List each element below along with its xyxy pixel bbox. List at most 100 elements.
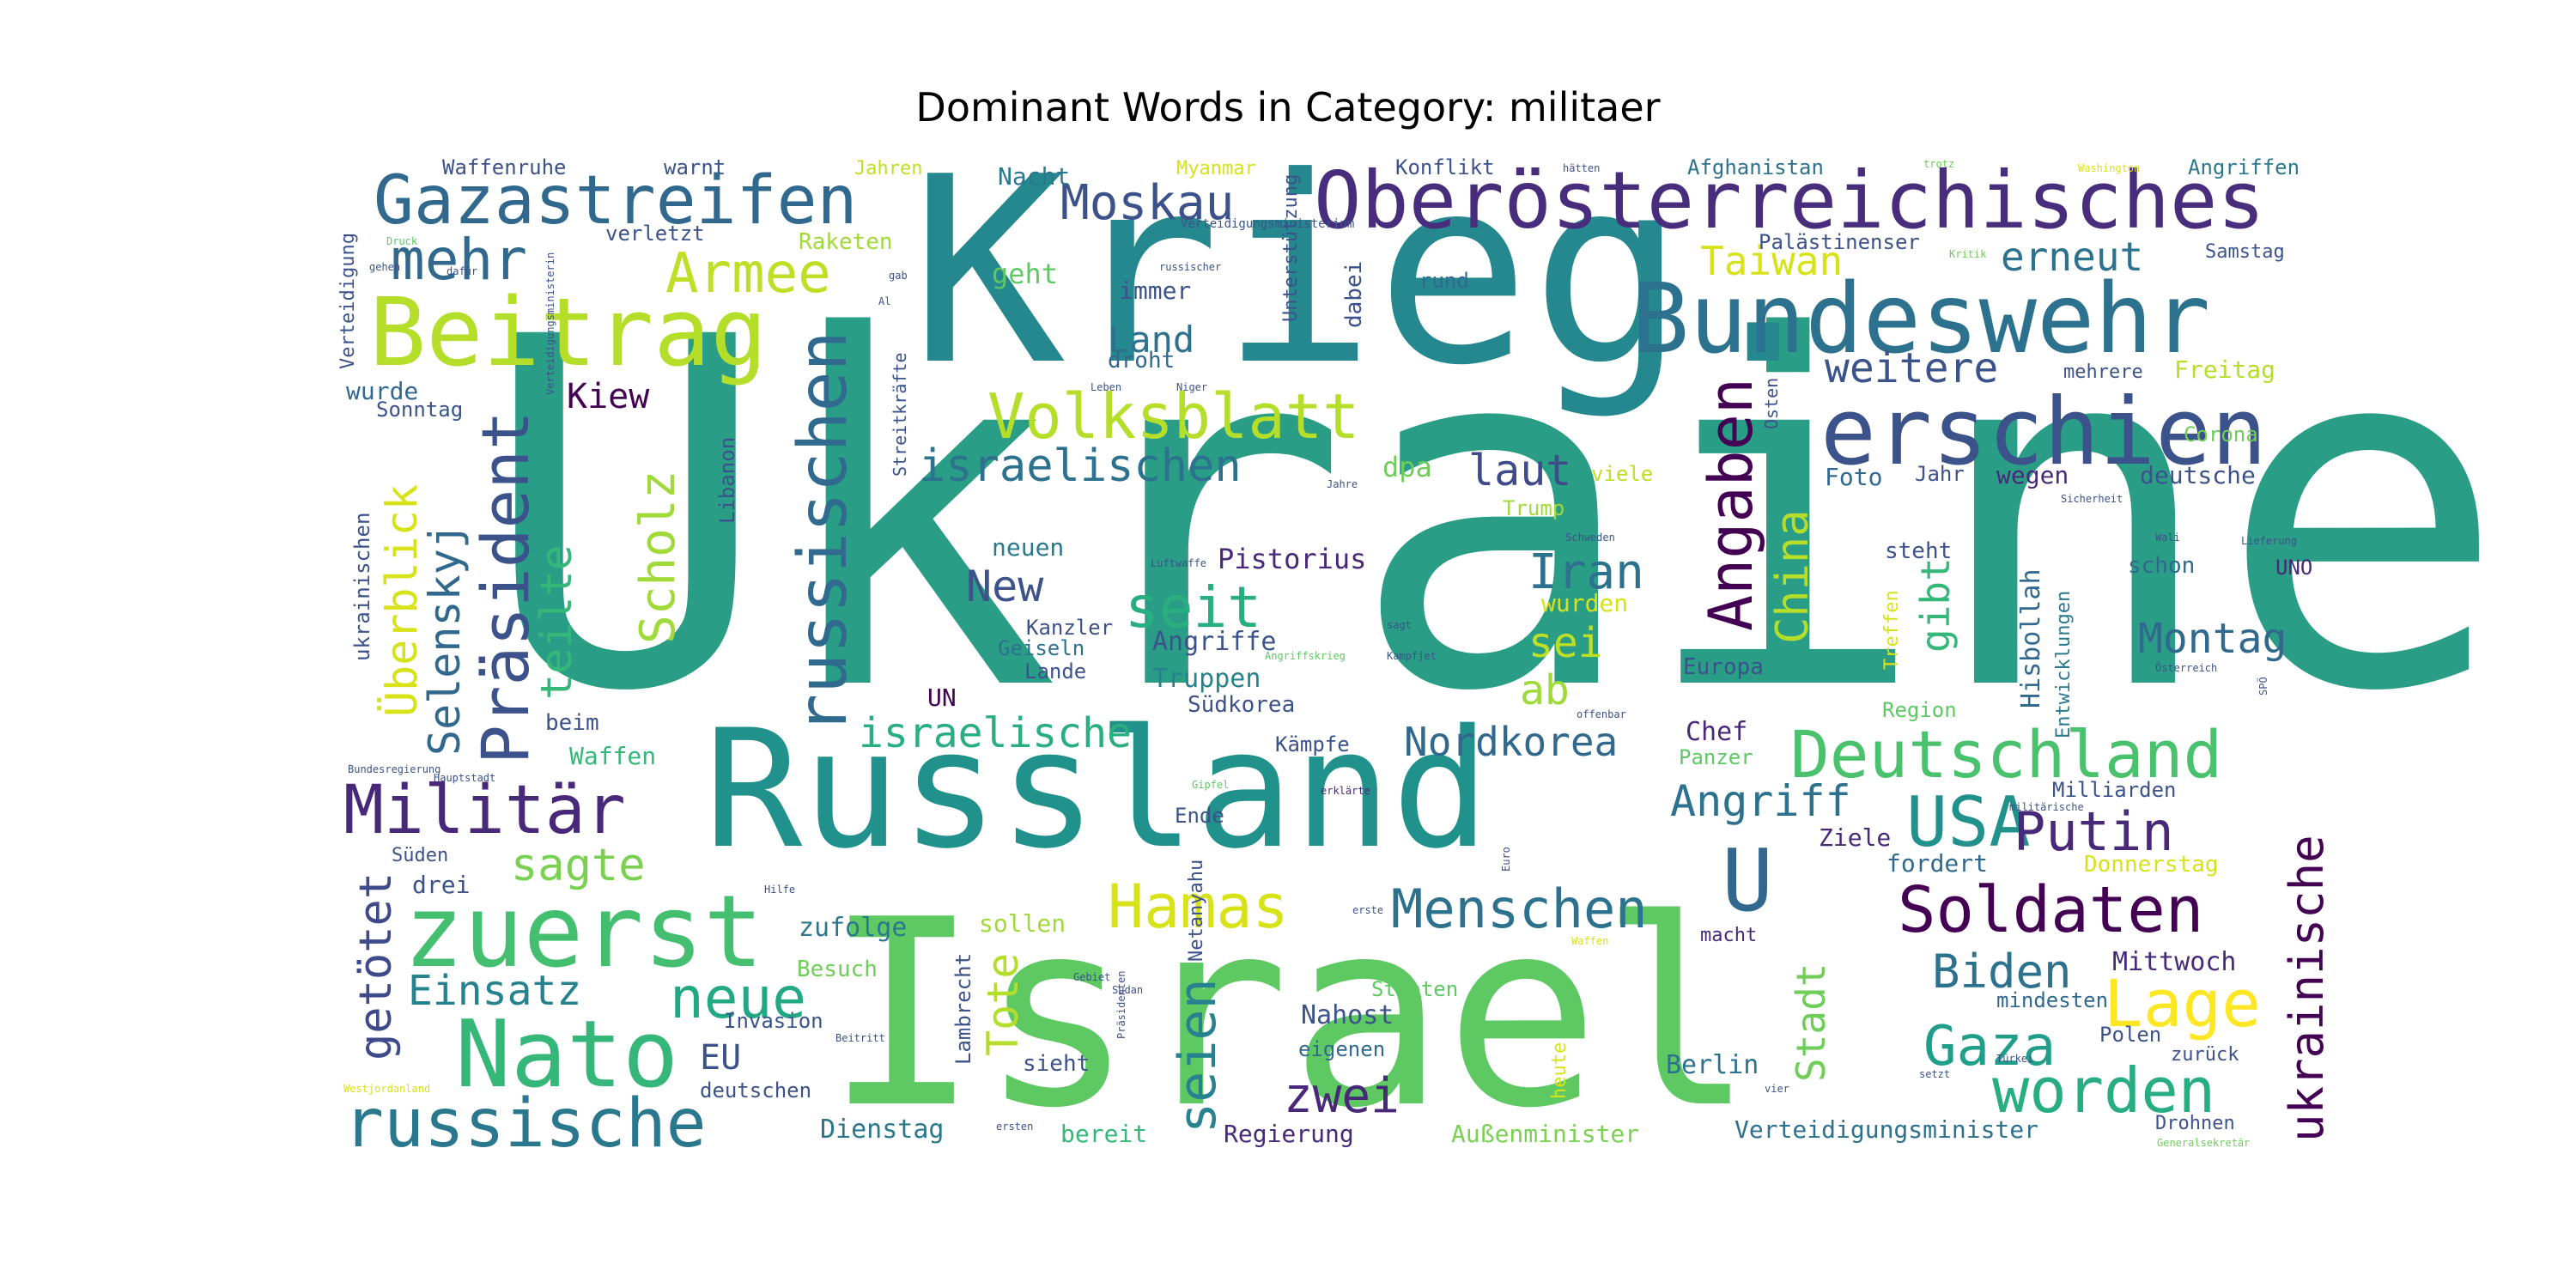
cloud-word: ersten [996,1121,1033,1133]
cloud-word: Armee [665,242,831,306]
cloud-word: Überblick [377,484,427,717]
cloud-word: russische [343,1085,707,1163]
cloud-word: Angriffe [1152,627,1277,657]
cloud-word: schon [2128,553,2195,579]
cloud-word: Oberösterreichisches [1314,155,2265,246]
cloud-word: Unterstützung [1280,174,1302,322]
cloud-word: Beitritt [835,1032,885,1044]
cloud-word: mehrere [2063,361,2143,383]
cloud-word: sagt [1387,619,1412,631]
cloud-word: Gipfel [1192,779,1229,791]
cloud-word: erste [1352,904,1383,916]
cloud-word: erklärte [1321,785,1370,797]
cloud-word: militärische [2009,801,2084,813]
cloud-word: fordert [1886,849,1988,878]
cloud-word: Donnerstag [2084,852,2219,878]
cloud-word: Präsidenten [1115,971,1127,1039]
cloud-word: offenbar [1577,708,1626,720]
cloud-word: Euro [1500,847,1512,872]
cloud-word: setzt [1919,1068,1950,1080]
cloud-word: ab [1520,666,1570,714]
cloud-word: hätten [1563,162,1600,174]
cloud-word: gab [889,270,908,282]
cloud-word: EU [700,1038,741,1078]
cloud-word: Europa [1683,654,1764,680]
cloud-word: dpa [1382,451,1432,483]
cloud-word: Ziele [1819,823,1891,852]
cloud-word: warnt [664,155,726,179]
cloud-word: Truppen [1152,664,1261,694]
cloud-word: Einsatz [408,967,581,1015]
cloud-word: Nahost [1301,1000,1394,1030]
cloud-word: Angriff [1670,776,1851,826]
cloud-word: Region [1882,698,1957,722]
cloud-word: Westjordanland [343,1083,430,1095]
cloud-word: trotz [1923,158,1954,170]
cloud-word: Bundeswehr [1631,264,2210,375]
cloud-word: seien [1168,978,1228,1133]
cloud-word: Chef [1686,717,1747,747]
cloud-word: ukrainischen [350,513,374,661]
cloud-word: Invasion [724,1009,823,1033]
cloud-word: Generalsekretär [2157,1137,2250,1149]
cloud-word: Ende [1175,804,1224,828]
cloud-word: Jahre [1327,478,1358,490]
cloud-word: ukrainische [2280,835,2334,1142]
cloud-word: Samstag [2205,241,2285,263]
cloud-word: mindesten [1996,988,2108,1012]
cloud-word: drei [412,871,470,899]
cloud-word: Sonntag [376,398,463,422]
cloud-word: Drohnen [2155,1113,2235,1134]
cloud-word: Verteidigungsministerin [544,252,556,395]
cloud-word: heute [1549,1042,1571,1099]
cloud-word: Leben [1091,381,1121,393]
cloud-word: Afghanistan [1687,155,1824,179]
cloud-word: Sudan [1112,984,1143,996]
cloud-word: neue [670,965,806,1031]
cloud-word: Kanzler [1026,616,1113,640]
cloud-word: wurden [1541,589,1628,617]
cloud-word: Süden [392,845,448,866]
cloud-word: Präsident [467,410,544,764]
cloud-word: Netanyahu [1186,860,1207,962]
cloud-word: Druck [386,235,418,247]
cloud-word: Scholz [630,471,686,644]
cloud-word: Osten [1761,378,1782,429]
cloud-word: Verteidigungsminister [1735,1115,2038,1144]
cloud-word: zwei [1284,1068,1400,1124]
cloud-word: vier [1765,1083,1789,1095]
cloud-word: erschien [1820,379,2267,486]
cloud-word: Konflikt [1395,155,1495,179]
cloud-word: Nato [455,1001,678,1109]
cloud-word: Staaten [1371,977,1458,1001]
cloud-word: Bundesregierung [348,763,440,775]
cloud-word: Libanon [715,437,739,524]
cloud-word: Berlin [1666,1050,1759,1080]
cloud-word: sei [1528,619,1603,667]
cloud-word: Lambrecht [951,953,975,1065]
cloud-word: Trump [1503,496,1564,520]
cloud-word: Raketen [799,229,893,255]
cloud-word: sieht [1023,1051,1090,1077]
cloud-word: Corona [2184,422,2258,447]
cloud-word: erneut [2001,234,2143,280]
cloud-word: Kampfjet [1387,650,1437,662]
cloud-word: Beitrag [369,277,768,387]
cloud-word: Schweden [1565,532,1615,544]
cloud-word: Besuch [797,957,878,982]
cloud-word: deutsche [2140,461,2256,489]
cloud-word: Waffen [1571,935,1608,947]
cloud-word: droht [1108,348,1175,374]
cloud-word: Montag [2138,615,2287,663]
cloud-word: Foto [1825,463,1882,491]
cloud-word: Türkei [1996,1053,2033,1065]
cloud-word: Mittwoch [2112,947,2237,977]
cloud-word: Lage [2104,965,2261,1042]
cloud-word: Taiwan [1700,238,1843,284]
cloud-word: Stadt [1788,963,1834,1082]
cloud-word: gehen [369,261,400,273]
cloud-word: Sicherheit [2061,493,2123,505]
cloud-word: Gazastreifen [374,162,858,240]
cloud-word: getötet [350,872,402,1060]
cloud-word: Verteidigung [337,233,359,369]
